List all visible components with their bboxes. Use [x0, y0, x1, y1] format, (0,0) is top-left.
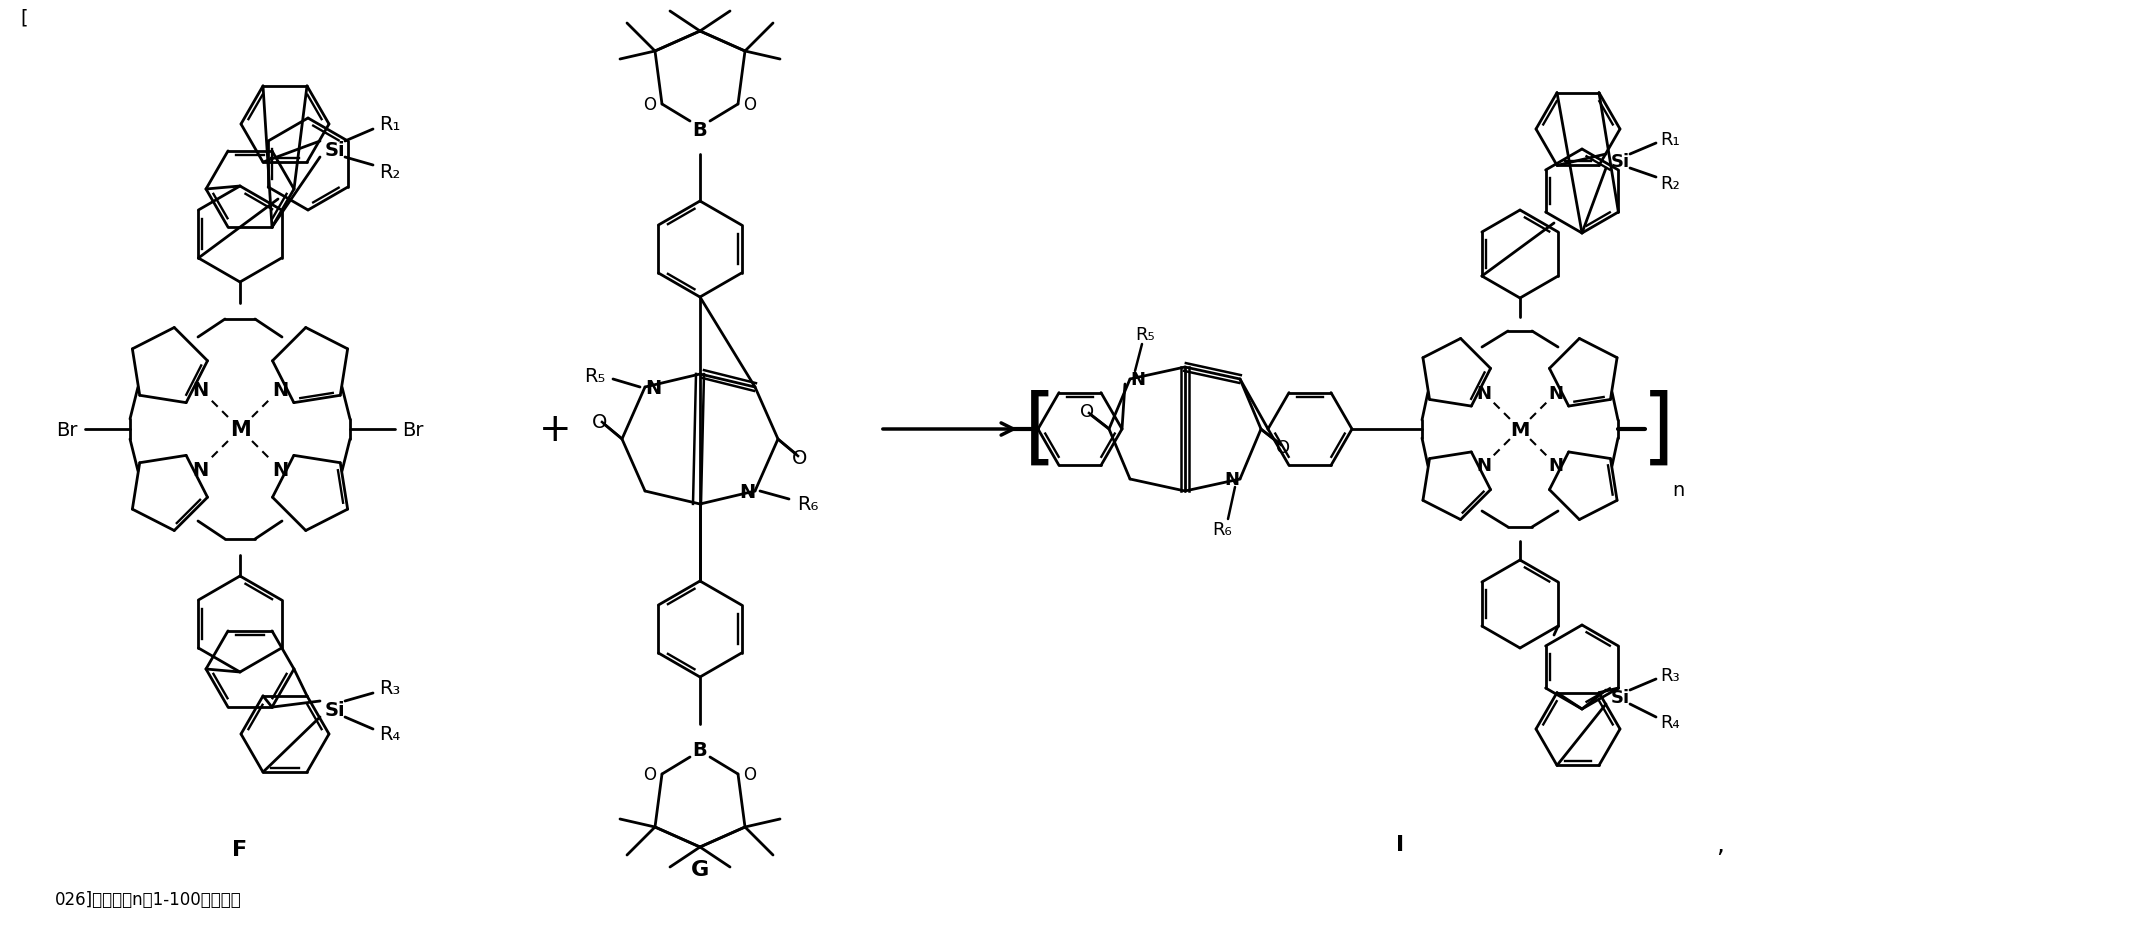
- Text: Br: Br: [403, 420, 425, 439]
- Text: R₃: R₃: [379, 678, 401, 697]
- Text: R₂: R₂: [1659, 175, 1681, 193]
- Text: I: I: [1396, 834, 1404, 854]
- Text: R₆: R₆: [1211, 520, 1233, 538]
- Text: Si: Si: [1610, 153, 1629, 171]
- Text: +: +: [538, 411, 570, 448]
- Text: O: O: [592, 413, 607, 431]
- Text: O: O: [793, 448, 808, 467]
- Text: O: O: [744, 766, 757, 784]
- Text: N: N: [1477, 384, 1492, 402]
- Text: R₅: R₅: [583, 366, 605, 385]
- Text: F: F: [232, 839, 247, 859]
- Text: N: N: [1224, 470, 1239, 488]
- Text: ]: ]: [1642, 389, 1674, 470]
- Text: N: N: [191, 460, 208, 479]
- Text: R₆: R₆: [798, 494, 819, 513]
- Text: N: N: [645, 379, 660, 397]
- Text: N: N: [272, 460, 287, 479]
- Text: N: N: [1548, 457, 1563, 475]
- Text: G: G: [690, 859, 710, 879]
- Text: Si: Si: [1610, 688, 1629, 706]
- Text: R₃: R₃: [1659, 666, 1679, 684]
- Text: O: O: [1276, 439, 1291, 457]
- Text: Si: Si: [324, 700, 345, 718]
- Text: R₅: R₅: [1134, 326, 1156, 344]
- Text: N: N: [272, 380, 287, 399]
- Text: R₁: R₁: [1659, 131, 1681, 149]
- Text: O: O: [1081, 402, 1093, 421]
- Text: 026]　式中，n为1-100间的整数: 026] 式中，n为1-100间的整数: [56, 890, 242, 908]
- Text: N: N: [740, 482, 755, 501]
- Text: O: O: [643, 96, 656, 114]
- Text: O: O: [643, 766, 656, 784]
- Text: Si: Si: [324, 141, 345, 160]
- Text: R₄: R₄: [1659, 714, 1679, 732]
- Text: [: [: [1023, 389, 1057, 470]
- Text: B: B: [693, 121, 708, 140]
- Text: Br: Br: [56, 420, 77, 439]
- Text: [: [: [19, 8, 28, 27]
- Text: O: O: [744, 96, 757, 114]
- Text: M: M: [229, 419, 251, 440]
- Text: N: N: [1477, 457, 1492, 475]
- Text: N: N: [1130, 371, 1145, 389]
- Text: R₄: R₄: [379, 725, 401, 744]
- Text: n: n: [1672, 480, 1685, 499]
- Text: R₁: R₁: [379, 115, 401, 134]
- Text: N: N: [1548, 384, 1563, 402]
- Text: B: B: [693, 740, 708, 759]
- Text: M: M: [1509, 420, 1529, 439]
- Text: N: N: [191, 380, 208, 399]
- Text: ,: ,: [1715, 832, 1724, 856]
- Text: R₂: R₂: [379, 162, 401, 181]
